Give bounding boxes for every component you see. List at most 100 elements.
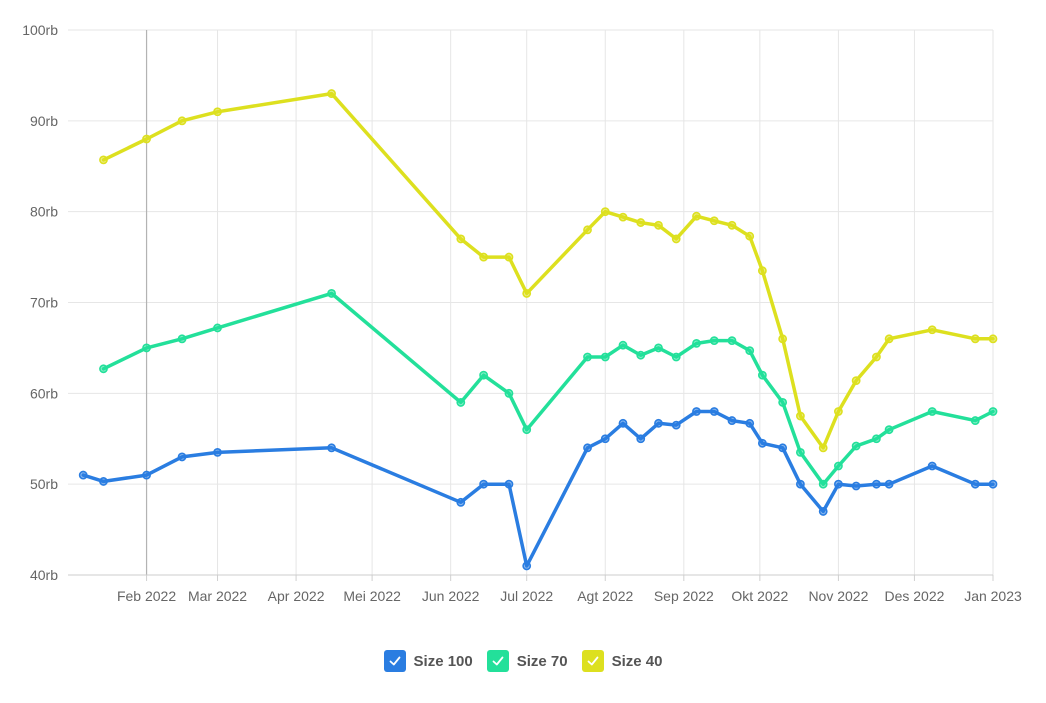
data-point[interactable] [327,89,336,98]
data-point[interactable] [636,434,646,444]
data-point[interactable] [583,352,592,362]
data-point[interactable] [456,497,466,507]
data-point[interactable] [757,370,767,380]
data-point[interactable] [600,207,610,217]
data-point[interactable] [479,252,489,262]
x-tick-label: Nov 2022 [808,588,868,604]
data-point[interactable] [709,216,719,226]
data-point[interactable] [600,434,610,444]
data-point[interactable] [818,443,828,453]
data-point[interactable] [851,481,861,491]
data-point[interactable] [778,398,788,407]
data-point[interactable] [778,443,788,453]
data-point[interactable] [818,479,828,489]
data-point[interactable] [456,398,466,407]
data-point[interactable] [213,107,222,117]
data-point[interactable] [778,334,788,344]
data-point[interactable] [692,211,701,221]
data-point[interactable] [177,334,187,344]
data-point[interactable] [522,425,532,435]
data-point[interactable] [177,116,187,126]
legend-item-1[interactable]: Size 100 [383,650,473,672]
data-point[interactable] [522,289,532,298]
data-point[interactable] [618,418,628,428]
data-point[interactable] [99,477,108,486]
checkbox-checked-icon[interactable] [383,650,406,672]
data-point[interactable] [504,388,514,398]
data-point[interactable] [522,561,532,571]
checkbox-checked-icon[interactable] [581,650,604,672]
data-point[interactable] [834,479,843,489]
data-point[interactable] [618,212,628,222]
data-point[interactable] [818,507,828,516]
data-point[interactable] [671,420,681,430]
data-point[interactable] [583,225,592,235]
data-point[interactable] [709,407,719,416]
data-point[interactable] [636,218,646,227]
data-point[interactable] [654,343,663,353]
data-point[interactable] [600,352,610,362]
data-point[interactable] [618,340,628,350]
data-point[interactable] [654,220,663,230]
data-point[interactable] [142,134,151,144]
checkbox-checked-icon[interactable] [486,650,509,672]
data-point[interactable] [327,289,336,298]
data-point[interactable] [727,336,737,346]
data-point[interactable] [884,425,894,435]
data-point[interactable] [671,352,681,362]
data-point[interactable] [745,418,755,428]
data-point[interactable] [709,336,719,346]
legend-item-3[interactable]: Size 40 [581,650,662,672]
data-point[interactable] [479,370,489,380]
data-point[interactable] [970,479,980,489]
data-point[interactable] [795,411,805,421]
data-point[interactable] [745,346,755,356]
data-point[interactable] [795,479,805,489]
data-point[interactable] [927,461,937,471]
data-point[interactable] [757,266,767,276]
data-point[interactable] [636,350,646,360]
data-point[interactable] [927,407,937,416]
data-point[interactable] [142,470,151,480]
data-point[interactable] [872,352,881,362]
data-point[interactable] [884,334,894,344]
data-point[interactable] [988,407,998,416]
data-point[interactable] [884,479,894,489]
data-point[interactable] [872,479,881,489]
data-point[interactable] [727,220,737,230]
data-point[interactable] [988,479,998,489]
data-point[interactable] [213,447,222,457]
data-point[interactable] [99,155,108,165]
data-point[interactable] [213,323,222,333]
data-point[interactable] [504,252,514,262]
data-point[interactable] [834,407,843,416]
data-point[interactable] [654,418,663,428]
data-point[interactable] [988,334,998,344]
data-point[interactable] [745,231,755,241]
data-point[interactable] [99,364,108,374]
data-point[interactable] [834,461,843,471]
data-point[interactable] [851,441,861,451]
data-point[interactable] [872,434,881,444]
data-point[interactable] [727,416,737,425]
data-point[interactable] [583,443,592,453]
data-point[interactable] [927,325,937,335]
data-point[interactable] [692,338,701,348]
data-point[interactable] [851,376,861,386]
data-point[interactable] [692,407,701,416]
data-point[interactable] [757,438,767,448]
data-point[interactable] [795,447,805,457]
x-tick-label: Jun 2022 [422,588,480,604]
data-point[interactable] [327,443,336,453]
data-point[interactable] [78,470,88,480]
data-point[interactable] [970,416,980,425]
legend-item-2[interactable]: Size 70 [486,650,568,672]
data-point[interactable] [479,479,489,489]
data-point[interactable] [504,479,514,489]
data-point[interactable] [970,334,980,344]
data-point[interactable] [142,343,151,353]
data-point[interactable] [456,234,466,244]
data-point[interactable] [177,452,187,462]
data-point[interactable] [671,234,681,244]
x-tick-label: Apr 2022 [268,588,325,604]
